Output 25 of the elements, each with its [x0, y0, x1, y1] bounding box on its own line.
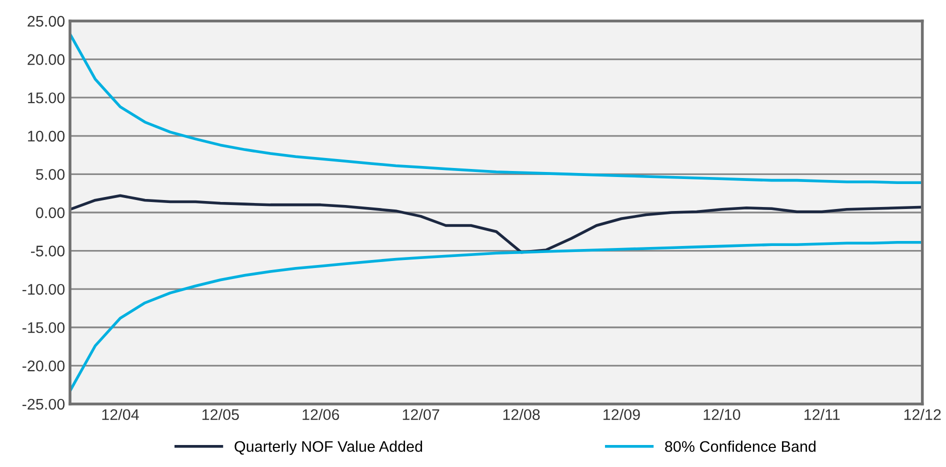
x-tick-label: 12/04: [102, 408, 139, 420]
x-tick-label: 12/08: [503, 408, 540, 420]
y-tick-label: 0.00: [36, 207, 65, 218]
x-tick-label: 12/11: [804, 408, 840, 420]
x-tick-label: 12/10: [704, 408, 740, 420]
y-tick-label: 10.00: [28, 130, 65, 142]
y-tick-label: 25.00: [28, 16, 65, 27]
y-tick-label: -20.00: [22, 360, 65, 372]
y-tick-label: 20.00: [28, 54, 65, 65]
y-tick-label: -25.00: [22, 398, 65, 410]
x-tick-label: 12/09: [604, 408, 640, 420]
y-tick-label: -5.00: [31, 246, 65, 256]
y-tick-label: 15.00: [28, 92, 65, 104]
x-tick-label: 12/06: [302, 408, 340, 420]
line-series: [70, 194, 922, 254]
x-tick-label: 12/12: [904, 408, 941, 420]
y-tick-label: -15.00: [22, 322, 65, 334]
line-series: [70, 32, 922, 184]
x-tick-label: 12/05: [202, 408, 239, 420]
x-tick-label: 12/07: [402, 408, 440, 420]
legend-label: Quarterly NOF Value Added: [234, 440, 422, 455]
legend-label: 80% Confidence Band: [665, 440, 816, 452]
y-tick-label: -10.00: [22, 284, 65, 295]
y-tick-label: 5.00: [36, 169, 65, 180]
line-series: [70, 240, 922, 392]
